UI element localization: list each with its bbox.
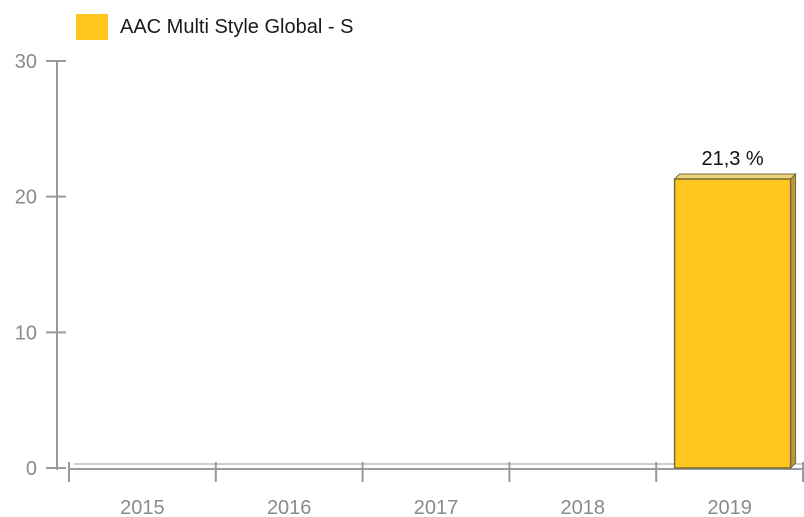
bar-top — [673, 173, 797, 180]
x-tick-label: 2019 — [707, 497, 752, 517]
y-axis: 0 10 20 30 — [15, 51, 66, 480]
x-axis: 2015 2016 2017 2018 2019 — [68, 462, 804, 517]
bars: 21,3 % — [673, 148, 797, 470]
x-tick-label: 2016 — [267, 497, 312, 517]
bar: 21,3 % — [673, 148, 797, 470]
y-tick-label: 20 — [15, 187, 37, 209]
y-tick-label: 30 — [15, 51, 37, 73]
y-tick-label: 10 — [15, 322, 37, 344]
y-tick-label: 0 — [26, 458, 37, 480]
x-tick-label: 2017 — [414, 497, 459, 517]
legend-swatch — [76, 14, 108, 40]
legend-label: AAC Multi Style Global - S — [120, 16, 353, 38]
bar-front — [673, 178, 792, 469]
data-label: 21,3 % — [701, 148, 763, 170]
x-tick-label: 2015 — [120, 497, 165, 517]
legend: AAC Multi Style Global - S — [76, 14, 353, 40]
x-tick-label: 2018 — [561, 497, 606, 517]
